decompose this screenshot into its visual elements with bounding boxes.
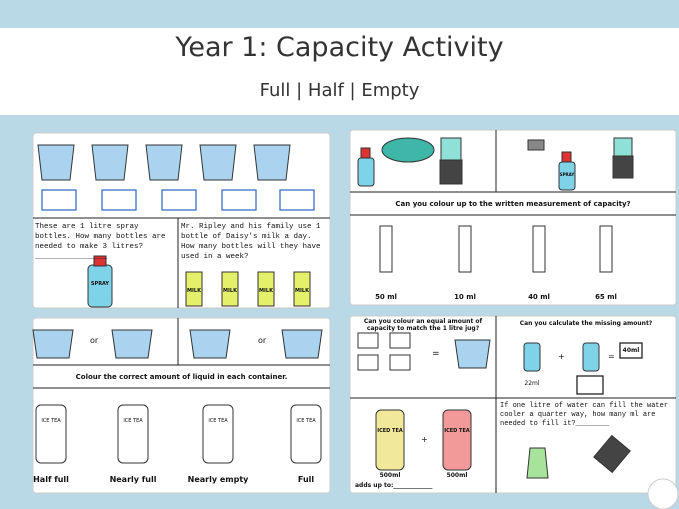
label: 500ml [446, 472, 468, 479]
label: = [432, 349, 440, 359]
instruction: Colour the correct amount of liquid in e… [75, 373, 288, 381]
label: ICED TEA [377, 428, 403, 434]
label: or [90, 336, 99, 345]
dividers [33, 130, 676, 493]
label: 40ml [622, 347, 640, 354]
question: These are 1 litre spray bottles. How man… [35, 223, 166, 261]
spray-bottles [87, 147, 600, 372]
label: MILK [259, 288, 273, 294]
label: 10 ml [454, 293, 476, 301]
question: Mr. Ripley and his family use 1 bottle o… [181, 223, 321, 261]
title: Year 1: Capacity Activity [175, 32, 504, 63]
label: 65 ml [595, 293, 617, 301]
caption: Nearly full [109, 475, 157, 484]
caption: Half full [33, 475, 69, 484]
caption: Full [297, 475, 315, 484]
label: + [558, 352, 565, 361]
label: ICE TEA [296, 418, 316, 424]
subtitle: Full | Half | Empty [259, 80, 420, 101]
label: ICE TEA [208, 418, 228, 424]
milk-cartons [185, 271, 311, 307]
label: MILK [187, 288, 201, 294]
caption: Nearly empty [187, 475, 249, 484]
instruction: Can you colour up to the written measure… [395, 200, 631, 208]
question: If one litre of water can fill the water… [500, 402, 669, 428]
label: 40 ml [528, 293, 550, 301]
question: Can you calculate the missing amount? [519, 320, 653, 327]
label: ICED TEA [444, 428, 470, 434]
label: ICE TEA [41, 418, 61, 424]
label: = [608, 352, 615, 361]
label: MILK [223, 288, 237, 294]
label: 500ml [379, 472, 401, 479]
coolers [381, 137, 634, 479]
label: SPRAY [559, 172, 575, 177]
label: adds up to:_____________ [355, 482, 433, 489]
question: Can you colour an equal amount of capaci… [363, 318, 483, 332]
label: MILK [295, 288, 309, 294]
label: SPRAY [90, 281, 110, 287]
label: 22ml [524, 380, 540, 387]
banner [0, 28, 679, 115]
logo [647, 478, 679, 509]
tea-bottles [35, 404, 472, 471]
cylinders [379, 225, 613, 273]
answer-boxes [41, 189, 643, 395]
label: ICE TEA [123, 418, 143, 424]
jugs [32, 144, 491, 371]
label: + [421, 435, 428, 444]
label: or [258, 336, 267, 345]
label: 50 ml [375, 293, 397, 301]
